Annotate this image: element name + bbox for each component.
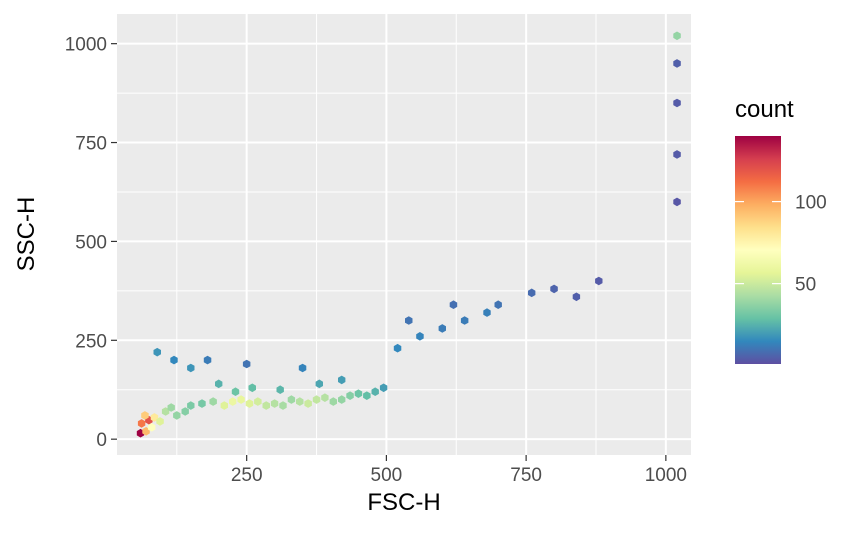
hex-cell xyxy=(276,385,284,394)
hex-cell xyxy=(245,399,254,408)
hex-cell xyxy=(329,397,337,406)
hex-cell xyxy=(393,343,402,353)
hex-cell xyxy=(203,355,212,365)
hex-cell xyxy=(304,399,312,408)
hex-cell xyxy=(438,324,446,333)
hex-cell xyxy=(173,411,181,420)
hex-cell xyxy=(572,292,581,302)
hex-cell xyxy=(298,363,307,373)
hex-cell xyxy=(673,197,681,207)
x-tick-labels: 250 500 750 1000 xyxy=(231,465,687,486)
y-tick-label: 500 xyxy=(75,232,107,253)
y-tick-label: 1000 xyxy=(65,35,107,56)
hex-cell xyxy=(595,276,603,286)
hex-cell xyxy=(483,308,491,317)
legend-tick-label: 50 xyxy=(795,275,816,296)
hex-cell xyxy=(673,31,681,41)
hex-cell xyxy=(231,387,240,396)
y-tick-label: 0 xyxy=(96,430,107,451)
hex-cell xyxy=(237,395,245,404)
hex-cell xyxy=(312,395,321,404)
legend-tick-label: 100 xyxy=(795,193,827,214)
hex-cell xyxy=(354,389,363,398)
hex-cell xyxy=(673,150,681,159)
hex-cell xyxy=(379,383,388,393)
x-tick-label: 1000 xyxy=(645,465,687,486)
x-tick-label: 750 xyxy=(510,465,542,486)
hex-layer xyxy=(136,31,681,438)
hex-cell xyxy=(460,316,469,325)
hex-cell xyxy=(198,399,206,408)
hex-cell xyxy=(494,300,502,309)
hex-cell xyxy=(248,383,256,393)
hex-cell xyxy=(296,397,304,406)
hex-cell xyxy=(279,401,287,410)
x-axis-title: FSC-H xyxy=(367,489,440,516)
hex-cell xyxy=(321,393,329,402)
hex-cell xyxy=(156,417,164,426)
hex-cell xyxy=(147,423,156,432)
hex-cell xyxy=(449,300,458,309)
axis-ticks xyxy=(111,43,667,461)
grid-minor xyxy=(117,14,691,455)
hex-cell xyxy=(673,98,681,108)
legend-title: count xyxy=(735,96,794,123)
hex-cell xyxy=(270,399,279,408)
hex-cell xyxy=(187,363,195,373)
hex-cell xyxy=(209,397,217,406)
x-tick-label: 500 xyxy=(371,465,403,486)
hex-cell xyxy=(167,403,175,412)
y-axis-title: SSC-H xyxy=(13,197,40,272)
hex-cell xyxy=(220,401,228,410)
legend-ticks: 50 100 xyxy=(735,193,827,296)
hex-cell xyxy=(187,401,195,410)
x-tick-label: 250 xyxy=(231,465,263,486)
hex-cell xyxy=(153,347,161,357)
hex-cell xyxy=(161,407,170,416)
hex-cell xyxy=(338,395,346,404)
hex-cell xyxy=(181,407,189,416)
grid-major xyxy=(117,14,691,455)
hex-cell xyxy=(338,375,346,385)
y-tick-labels: 0 250 500 750 1000 xyxy=(65,35,107,452)
hex-cell xyxy=(170,355,178,365)
hex-cell xyxy=(405,316,413,325)
hex-cell xyxy=(416,332,424,341)
hex-cell xyxy=(262,401,270,410)
hex-cell xyxy=(371,387,379,396)
hex-cell xyxy=(215,379,223,389)
hex-cell xyxy=(254,397,262,406)
hex-cell xyxy=(346,391,354,400)
y-tick-label: 250 xyxy=(75,331,107,352)
y-tick-label: 750 xyxy=(75,134,107,155)
hex-cell xyxy=(673,59,681,68)
hex-cell xyxy=(287,395,296,404)
hex-cell xyxy=(229,397,237,406)
hex-cell xyxy=(528,288,536,298)
hex-cell xyxy=(550,284,558,294)
legend-colorbar xyxy=(735,136,781,364)
hex-cell xyxy=(141,411,149,420)
hex-cell xyxy=(137,419,146,428)
plot-panel xyxy=(117,14,691,455)
hex-cell xyxy=(363,391,371,400)
hex-cell xyxy=(315,379,323,389)
hex-cell xyxy=(242,359,251,369)
